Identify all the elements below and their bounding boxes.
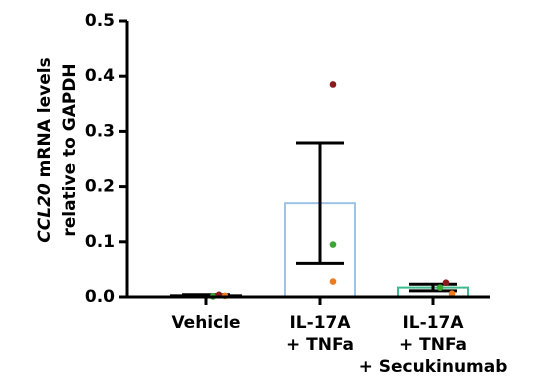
y-axis-label: CCL20 mRNA levels xyxy=(35,57,55,242)
x-tick-label: IL-17A xyxy=(289,313,351,333)
data-point xyxy=(436,284,444,291)
x-tick-label: + TNFa xyxy=(399,335,467,355)
x-tick-label: + Secukinumab xyxy=(359,357,508,377)
y-tick-label: 0.3 xyxy=(85,121,115,141)
data-point xyxy=(442,279,450,286)
y-tick-label: 0.0 xyxy=(85,287,115,307)
data-point xyxy=(329,241,337,248)
x-tick-label: Vehicle xyxy=(171,313,240,333)
data-point xyxy=(329,278,337,285)
y-tick-label: 0.2 xyxy=(85,177,115,197)
data-point xyxy=(448,290,456,297)
y-label-text: mRNA levels xyxy=(35,57,55,183)
y-tick-label: 0.5 xyxy=(85,11,115,31)
x-tick-label: IL-17A xyxy=(402,313,464,333)
x-tick-label: + TNFa xyxy=(286,335,354,355)
y-axis-label-line2: relative to GAPDH xyxy=(60,63,80,236)
data-point xyxy=(329,81,337,88)
y-tick-label: 0.1 xyxy=(85,232,115,252)
y-tick-label: 0.4 xyxy=(85,66,115,86)
y-label-italic: CCL20 xyxy=(35,183,55,243)
